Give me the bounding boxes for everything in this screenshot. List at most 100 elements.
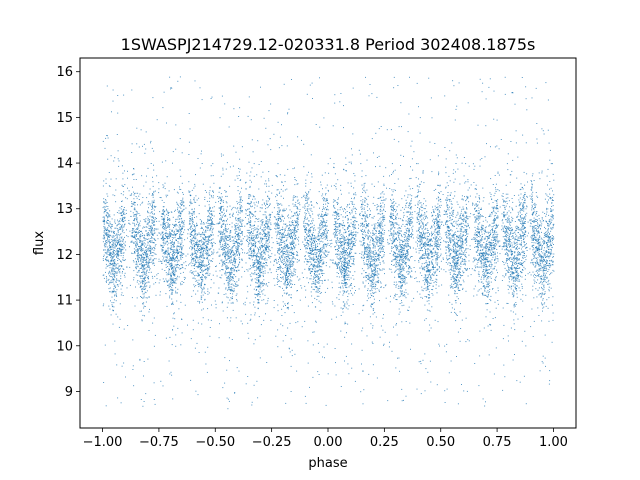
data-point	[322, 232, 324, 233]
data-point	[199, 240, 201, 242]
data-point	[106, 231, 108, 233]
data-point	[168, 279, 170, 281]
data-point	[169, 256, 171, 258]
data-point	[176, 261, 178, 263]
data-point	[176, 277, 178, 279]
data-point	[113, 306, 115, 308]
data-point	[261, 246, 263, 248]
data-point	[164, 219, 165, 220]
data-point	[102, 216, 104, 218]
data-point	[151, 226, 153, 228]
data-point	[177, 255, 178, 257]
data-point	[203, 265, 205, 267]
data-point	[163, 221, 165, 223]
data-point	[121, 217, 123, 219]
data-point	[113, 285, 115, 287]
data-point	[269, 216, 271, 218]
data-point	[171, 292, 173, 294]
data-point	[317, 276, 319, 277]
data-point	[207, 260, 209, 262]
data-point	[204, 284, 205, 286]
data-point	[113, 232, 115, 234]
data-point	[198, 245, 200, 247]
data-point	[104, 147, 106, 149]
data-point	[236, 175, 238, 177]
data-point	[143, 268, 145, 270]
data-point	[109, 281, 111, 283]
data-point	[115, 271, 117, 272]
data-point	[135, 245, 137, 247]
data-point	[180, 237, 182, 239]
data-point	[210, 220, 212, 221]
data-point	[143, 288, 145, 290]
data-point	[237, 223, 239, 225]
data-point	[219, 241, 221, 243]
data-point	[231, 249, 233, 251]
data-point	[316, 291, 318, 293]
data-point	[238, 370, 240, 372]
data-point	[295, 221, 296, 223]
data-point	[209, 240, 211, 242]
data-point	[103, 202, 105, 204]
data-point	[236, 367, 238, 369]
data-point	[319, 228, 321, 230]
data-point	[118, 238, 120, 240]
data-point	[105, 267, 107, 269]
data-point	[265, 240, 267, 242]
data-point	[224, 263, 225, 265]
data-point	[290, 279, 292, 281]
data-point	[107, 220, 109, 221]
data-point	[251, 278, 253, 280]
data-point	[226, 306, 228, 308]
data-point	[268, 171, 270, 173]
data-point	[164, 260, 166, 261]
data-point	[250, 248, 252, 249]
data-point	[195, 270, 197, 272]
data-point	[231, 222, 233, 224]
data-point	[281, 214, 283, 216]
data-point	[263, 271, 264, 273]
data-point	[171, 265, 172, 267]
data-point	[132, 241, 134, 243]
data-point	[191, 215, 193, 217]
data-point	[237, 243, 239, 245]
data-point	[169, 265, 171, 267]
data-point	[147, 219, 149, 221]
data-point	[212, 218, 213, 220]
data-point	[309, 248, 310, 249]
data-point	[169, 247, 171, 249]
data-point	[238, 254, 240, 256]
data-point	[325, 211, 327, 213]
data-point	[234, 281, 236, 282]
data-point	[225, 215, 227, 217]
data-point	[151, 211, 153, 213]
data-point	[103, 230, 105, 232]
data-point	[220, 175, 222, 177]
data-point	[268, 228, 270, 230]
data-point	[142, 303, 144, 305]
data-point	[250, 251, 252, 253]
data-point	[134, 252, 135, 254]
data-point	[200, 228, 202, 229]
data-point	[124, 218, 126, 219]
data-point	[291, 257, 293, 259]
data-point	[167, 262, 169, 263]
data-point	[308, 171, 309, 173]
data-point	[140, 260, 142, 262]
data-point	[232, 290, 234, 292]
data-point	[155, 258, 157, 260]
data-point	[224, 240, 226, 242]
data-point	[119, 234, 121, 236]
data-point	[180, 238, 181, 240]
data-point	[259, 249, 261, 251]
data-point	[194, 250, 196, 252]
data-point	[208, 240, 209, 242]
data-point	[276, 235, 278, 237]
data-point	[306, 247, 308, 249]
data-point	[253, 254, 255, 256]
data-point	[201, 287, 203, 289]
data-point	[143, 307, 145, 309]
data-point	[287, 113, 288, 115]
data-point	[316, 281, 318, 283]
data-point	[292, 239, 294, 241]
